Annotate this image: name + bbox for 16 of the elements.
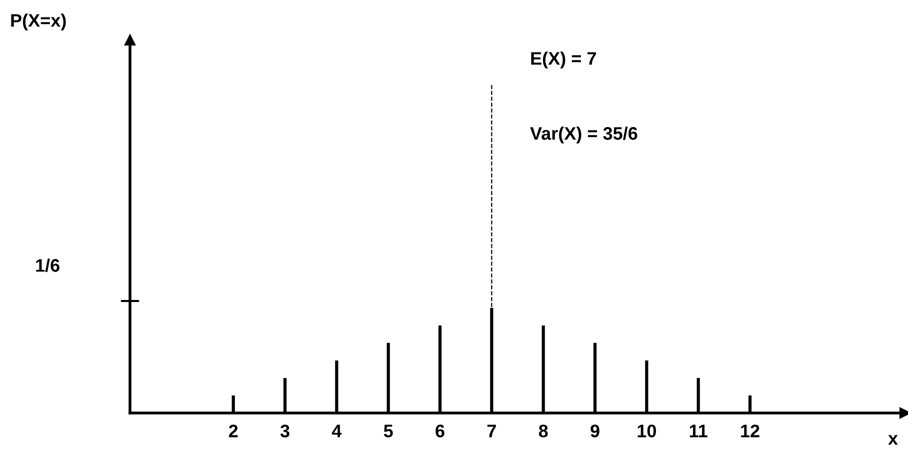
text: 1/6 <box>36 258 60 272</box>
text: E(X) = 7 <box>531 52 596 68</box>
x-tick-label: 6 <box>436 424 444 438</box>
x-tick-label: 8 <box>538 424 548 438</box>
x-tick-label: 11 <box>690 424 708 438</box>
x-axis-title: x <box>888 435 898 445</box>
x-tick-label: 7 <box>487 424 496 438</box>
x-tick-label: 4 <box>332 424 342 438</box>
x-tick-label: 2 <box>228 424 238 438</box>
x-tick-label: 10 <box>638 424 656 438</box>
x-tick-label: 12 <box>741 424 760 438</box>
x-tick-label: 9 <box>590 424 600 438</box>
x-tick-label: 3 <box>280 424 290 438</box>
x-tick-label: 5 <box>384 424 393 438</box>
text: P(X=x) <box>11 14 66 30</box>
text: Var(X) = 35/6 <box>530 126 638 144</box>
